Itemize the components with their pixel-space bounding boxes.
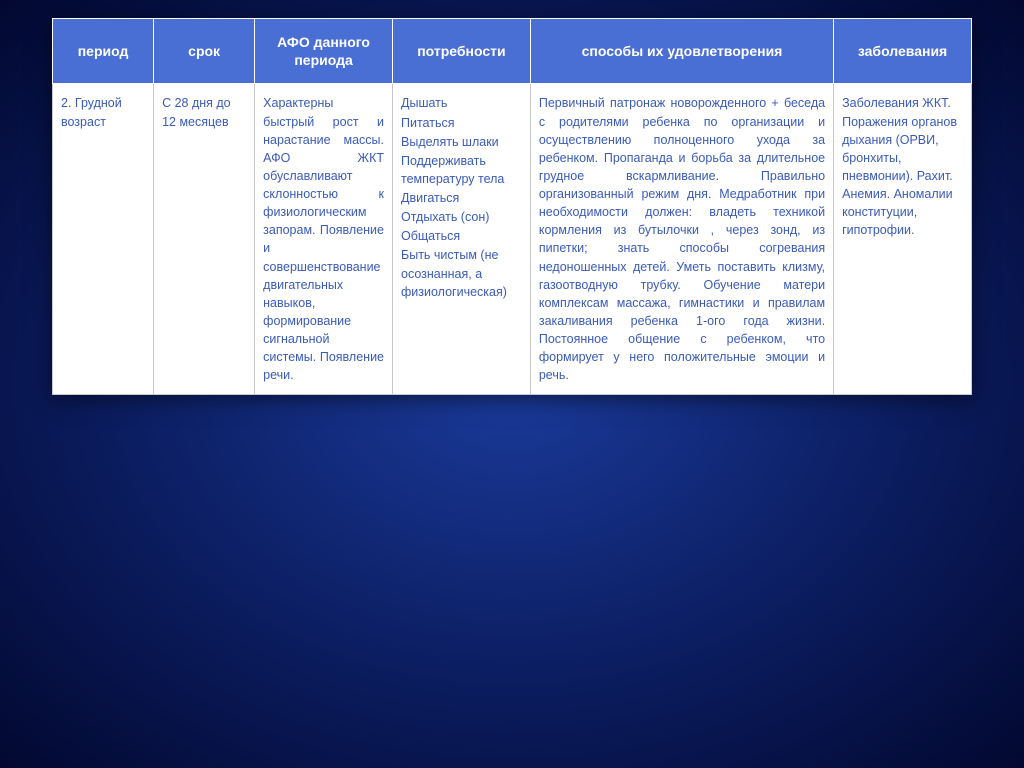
- need-item: Двигаться: [401, 189, 522, 207]
- header-needs: потребности: [393, 19, 531, 84]
- cell-afo: Характерны быстрый рост и нарастание мас…: [255, 84, 393, 395]
- table-row: 2. Грудной возраст С 28 дня до 12 месяце…: [53, 84, 972, 395]
- cell-methods: Первичный патронаж новорожденного + бесе…: [530, 84, 833, 395]
- header-methods: способы их удовлетворения: [530, 19, 833, 84]
- header-row: период срок АФО данного периода потребно…: [53, 19, 972, 84]
- medical-periods-table: период срок АФО данного периода потребно…: [52, 18, 972, 395]
- need-item: Дышать: [401, 94, 522, 112]
- need-item: Общаться: [401, 227, 522, 245]
- cell-needs: Дышать Питаться Выделять шлаки Поддержив…: [393, 84, 531, 395]
- need-item: Питаться: [401, 114, 522, 132]
- need-item: Выделять шлаки: [401, 133, 522, 151]
- table: период срок АФО данного периода потребно…: [52, 18, 972, 395]
- needs-list: Дышать Питаться Выделять шлаки Поддержив…: [401, 94, 522, 300]
- need-item: Быть чистым (не осознанная, а физиологич…: [401, 246, 522, 300]
- cell-period: 2. Грудной возраст: [53, 84, 154, 395]
- header-afo: АФО данного периода: [255, 19, 393, 84]
- cell-term: С 28 дня до 12 месяцев: [154, 84, 255, 395]
- header-period: период: [53, 19, 154, 84]
- header-term: срок: [154, 19, 255, 84]
- need-item: Отдыхать (сон): [401, 208, 522, 226]
- header-diseases: заболевания: [834, 19, 972, 84]
- need-item: Поддерживать температуру тела: [401, 152, 522, 188]
- cell-diseases: Заболевания ЖКТ. Поражения органов дыхан…: [834, 84, 972, 395]
